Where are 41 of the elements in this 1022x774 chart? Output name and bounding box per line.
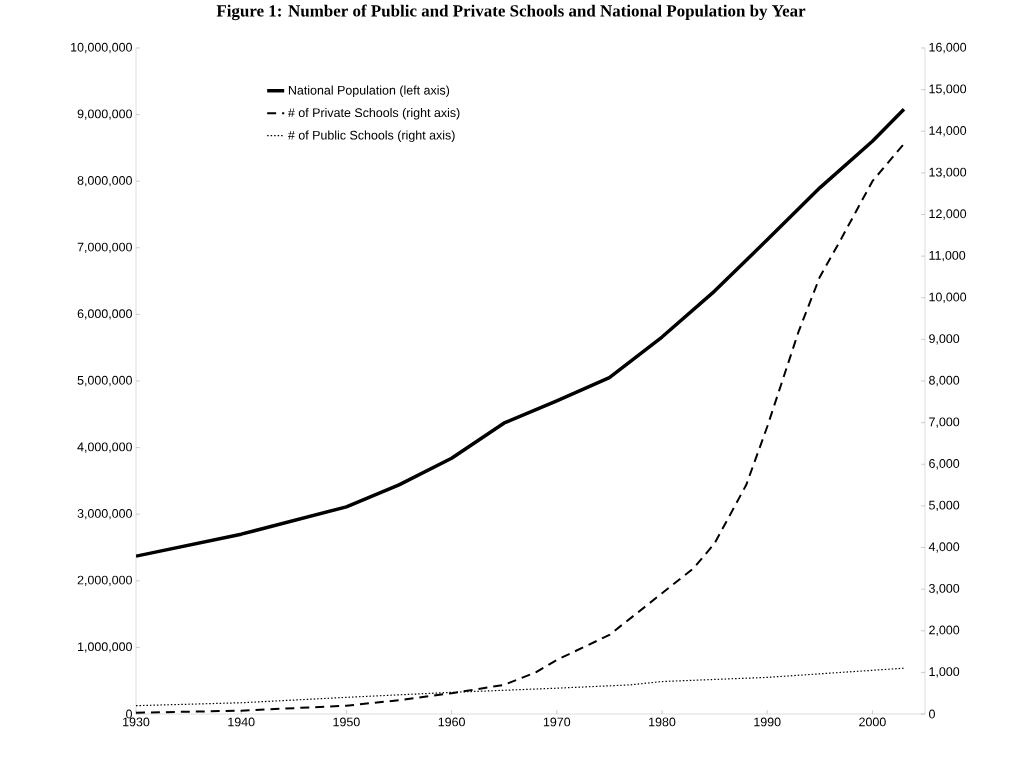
chart-title: Figure 1: Number of Public and Private Schools and National Population by Year: [216, 4, 806, 21]
y-tick-label: 1,000,000: [78, 642, 132, 653]
y-tick-label: 6,000,000: [77, 309, 132, 320]
x-tick-label: 1950: [333, 717, 360, 727]
x-tick-label: 1930: [123, 717, 150, 727]
y-tick-label: 0: [126, 709, 132, 719]
x-tick-label: 1970: [543, 717, 571, 727]
x-tick-label: 2000: [859, 717, 886, 727]
y-tick-label: 7,000,000: [77, 242, 132, 253]
y2-tick-label: 11,000: [929, 250, 966, 262]
y-tick-label: 4,000,000: [77, 442, 132, 453]
y2-tick-label: 16,000: [929, 42, 967, 54]
x-tick-label: 1960: [438, 717, 465, 727]
x-tick-label: 1990: [754, 717, 781, 727]
y2-tick-label: 15,000: [929, 84, 967, 95]
y2-tick-label: 0: [929, 709, 935, 719]
legend-label: National Population (left axis): [288, 85, 450, 98]
y2-tick-label: 5,000: [929, 500, 960, 512]
y2-tick-label: 7,000: [929, 417, 960, 428]
y2-tick-label: 13,000: [929, 167, 967, 179]
y-tick-label: 8,000,000: [77, 176, 132, 187]
y-tick-label: 10,000,000: [71, 42, 132, 54]
y2-tick-label: 10,000: [929, 292, 967, 303]
x-tick-label: 1980: [649, 717, 676, 727]
y2-tick-label: 8,000: [929, 375, 960, 387]
y2-tick-label: 2,000: [929, 625, 960, 636]
line-series: [136, 107, 906, 558]
y-tick-label: 3,000,000: [77, 509, 132, 520]
y2-tick-label: 1,000: [929, 667, 960, 678]
y2-tick-label: 14,000: [929, 126, 967, 137]
y2-tick-label: 4,000: [928, 542, 960, 553]
y2-tick-label: 9,000: [929, 334, 960, 345]
y-tick-label: 2,000,000: [77, 575, 132, 586]
y-tick-label: 9,000,000: [77, 109, 132, 120]
y-tick-label: 5,000,000: [77, 375, 132, 387]
y2-tick-label: 6,000: [929, 459, 960, 470]
legend-label: # of Public Schools (right axis): [287, 130, 455, 143]
y2-tick-label: 3,000: [929, 583, 960, 595]
y2-tick-label: 12,000: [929, 209, 967, 220]
legend-label: # of Private Schools (right axis): [287, 107, 460, 120]
x-tick-label: 1940: [228, 717, 255, 727]
